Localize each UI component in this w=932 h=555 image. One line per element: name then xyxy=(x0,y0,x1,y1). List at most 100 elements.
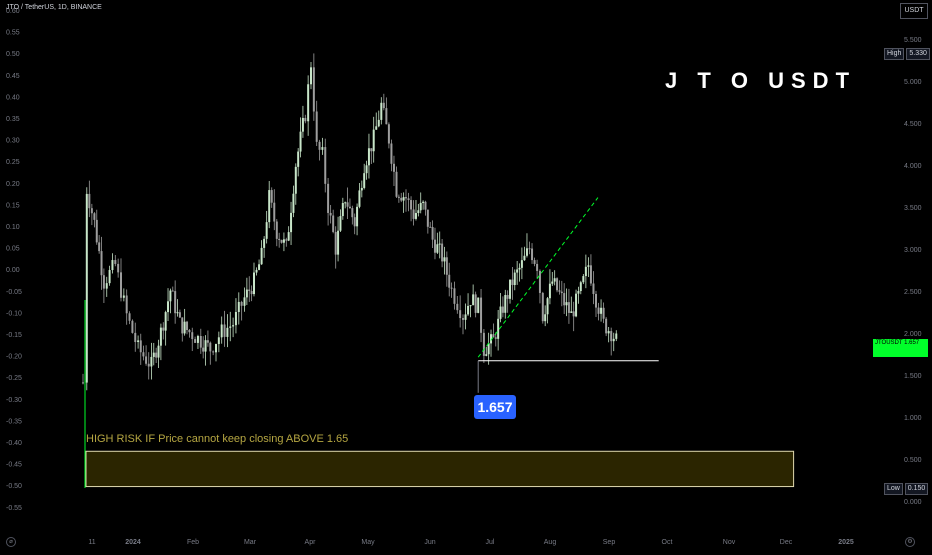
settings-icon[interactable]: ⚙ xyxy=(905,537,915,547)
candle-body xyxy=(485,354,488,356)
left-axis-tick: -0.45 xyxy=(6,462,22,469)
candle-body xyxy=(258,264,261,270)
candle-body xyxy=(191,332,194,340)
timezone-icon[interactable]: ⌀ xyxy=(6,537,16,547)
candle-body xyxy=(282,239,285,243)
right-axis-tick: 2.500 xyxy=(904,289,922,296)
candle-body xyxy=(229,326,232,328)
support-callout[interactable]: 1.657 xyxy=(474,395,516,419)
candle-body xyxy=(196,336,199,343)
low-label: Low xyxy=(884,483,903,495)
x-axis-tick: 11 xyxy=(88,539,95,546)
candle-body xyxy=(453,288,456,304)
left-axis-tick: 0.05 xyxy=(6,246,20,253)
left-axis-tick: 0.40 xyxy=(6,94,20,101)
candle-body xyxy=(344,202,347,204)
x-axis-tick: Feb xyxy=(187,539,199,546)
candle-body xyxy=(268,190,271,223)
candle-body xyxy=(321,147,324,150)
candle-body xyxy=(209,342,212,352)
candle-body xyxy=(370,148,373,152)
candle-body xyxy=(397,196,400,198)
candle-body xyxy=(610,331,613,342)
candle-body xyxy=(600,307,603,314)
candle-body xyxy=(356,206,359,227)
x-axis-tick: Sep xyxy=(603,539,616,546)
candle-body xyxy=(253,272,255,295)
candle-body xyxy=(150,356,153,367)
candle-body xyxy=(431,227,434,240)
left-axis-tick: 0.10 xyxy=(6,224,20,231)
x-axis-tick: Aug xyxy=(544,539,557,546)
candle-body xyxy=(402,197,405,201)
left-axis-tick: 0.50 xyxy=(6,51,20,58)
candle-body xyxy=(575,293,578,317)
candle-body xyxy=(443,257,446,262)
right-axis-tick: 1.500 xyxy=(904,373,922,380)
candle-body xyxy=(232,325,235,327)
candle-body xyxy=(548,283,551,299)
candle-body xyxy=(318,141,321,150)
symbol-legend: JTO / TetherUS, 1D, BINANCE xyxy=(6,4,102,11)
candle-body xyxy=(516,269,519,273)
currency-button[interactable]: USDT xyxy=(900,3,928,19)
candle-body xyxy=(134,332,137,343)
candle-body xyxy=(589,265,592,284)
left-axis-tick: -0.05 xyxy=(6,289,22,296)
x-axis-tick: Jun xyxy=(424,539,435,546)
candle-body xyxy=(456,303,459,311)
current-price-tag: JTOUSDT 1.657 xyxy=(873,339,928,357)
candle-body xyxy=(327,183,330,213)
candle-body xyxy=(287,232,290,241)
candle-body xyxy=(506,295,509,299)
candle-body xyxy=(351,208,354,218)
candle-body xyxy=(538,270,541,293)
candle-body xyxy=(82,382,84,384)
candle-body xyxy=(528,248,531,250)
candle-body xyxy=(501,306,504,313)
candle-body xyxy=(90,208,93,214)
candle-body xyxy=(422,201,425,203)
candle-body xyxy=(164,312,167,331)
candle-body xyxy=(248,289,251,292)
candle-body xyxy=(278,238,281,241)
candle-body xyxy=(390,143,393,164)
candle-body xyxy=(433,239,436,253)
x-axis-tick: Dec xyxy=(780,539,793,546)
candle-body xyxy=(499,306,502,319)
candle-body xyxy=(120,272,122,298)
candle-body xyxy=(363,173,366,188)
candle-body xyxy=(592,283,595,294)
low-marker: Low 0.150 xyxy=(884,483,929,495)
candle-body xyxy=(100,251,103,276)
candle-body xyxy=(358,190,361,207)
candle-body xyxy=(556,278,559,291)
candle-body xyxy=(385,108,388,125)
candle-body xyxy=(181,317,184,334)
candle-body xyxy=(85,193,88,383)
candle-body xyxy=(450,287,453,289)
left-axis-tick: -0.55 xyxy=(6,505,22,512)
candle-body xyxy=(145,356,148,364)
candle-body xyxy=(525,248,528,256)
candle-body xyxy=(255,269,258,273)
x-axis-tick: 2025 xyxy=(838,539,854,546)
candle-body xyxy=(367,148,370,166)
candle-body xyxy=(597,307,600,314)
candle-body xyxy=(407,198,410,201)
high-marker: High 5.330 xyxy=(884,48,930,60)
candle-body xyxy=(419,202,422,211)
candle-body xyxy=(108,270,111,284)
candle-body xyxy=(105,283,108,289)
candle-body xyxy=(492,334,495,338)
candle-body xyxy=(304,117,307,122)
candle-body xyxy=(424,201,427,210)
candle-body xyxy=(162,327,165,331)
candle-body xyxy=(546,298,549,315)
candle-body xyxy=(142,352,145,357)
right-axis-tick: 3.000 xyxy=(904,247,922,254)
right-axis-tick: 0.000 xyxy=(904,499,922,506)
candle-body xyxy=(472,294,475,306)
